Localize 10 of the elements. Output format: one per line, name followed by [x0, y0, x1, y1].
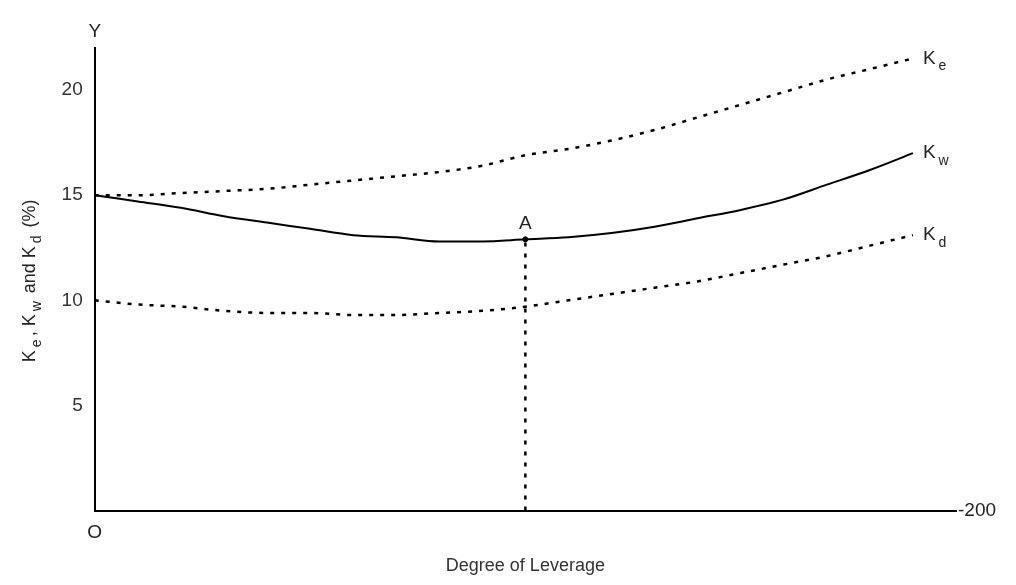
- text: O: [87, 520, 103, 542]
- y-tick-label: 15: [61, 183, 83, 205]
- x-axis-title: Degree of Leverage: [445, 555, 605, 576]
- text: Y: [88, 20, 102, 42]
- y-tick-label: 20: [61, 78, 83, 100]
- y-axis-title: Ke, Kw and Kd (%): [18, 199, 45, 363]
- text: -200: [958, 498, 997, 520]
- y-tick-label: 5: [72, 393, 83, 415]
- annotation: A: [519, 211, 533, 233]
- y-tick-label: 10: [61, 288, 83, 310]
